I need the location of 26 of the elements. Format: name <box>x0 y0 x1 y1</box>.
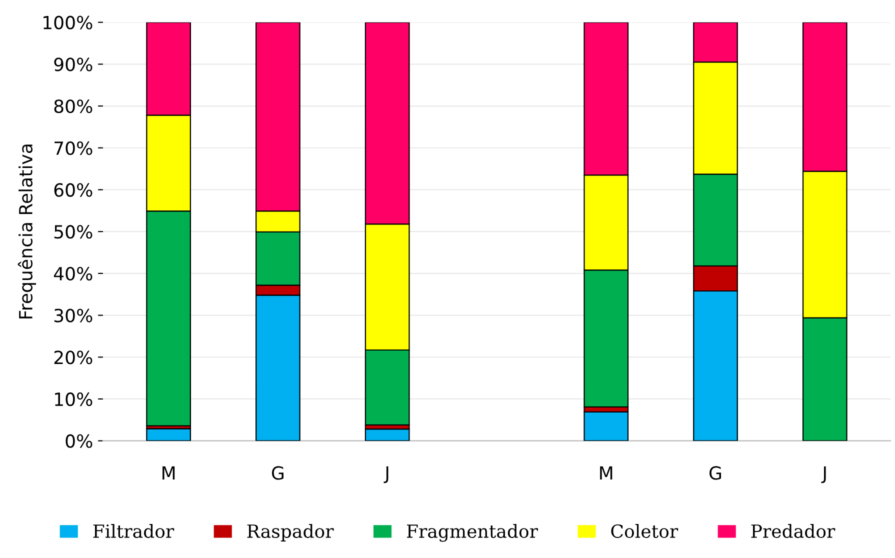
legend-label: Predador <box>751 524 836 538</box>
x-tick-label: G <box>710 466 722 480</box>
y-tick-label: 10% <box>55 392 92 406</box>
y-tick-label: 100% <box>44 16 92 30</box>
y-tick-label: 0% <box>66 434 92 448</box>
y-tick-label: 40% <box>54 266 92 281</box>
x-tick-label: M <box>600 466 612 480</box>
x-tick-label: J <box>384 466 388 484</box>
x-tick-label: J <box>821 466 826 484</box>
y-tick-label: 90% <box>54 58 92 72</box>
legend-label: Coletor <box>611 524 678 538</box>
legend-label: Fragmentador <box>406 524 538 542</box>
y-tick-label: 30% <box>54 308 92 322</box>
bar <box>146 428 191 441</box>
x-tick-label: G <box>272 466 284 480</box>
legend-label: Raspador <box>247 524 334 542</box>
y-tick-label: 70% <box>54 141 92 155</box>
y-tick-label: 60% <box>54 183 92 197</box>
y-axis-title: Frequência Relativa <box>18 144 36 318</box>
bar <box>584 411 629 441</box>
bar <box>364 428 410 441</box>
y-tick-label: 80% <box>54 99 92 114</box>
legend-label: Filtrador <box>93 524 174 538</box>
y-tick-label: 20% <box>54 350 92 364</box>
y-tick-label: 50% <box>54 225 92 239</box>
x-tick-label: M <box>162 466 175 480</box>
